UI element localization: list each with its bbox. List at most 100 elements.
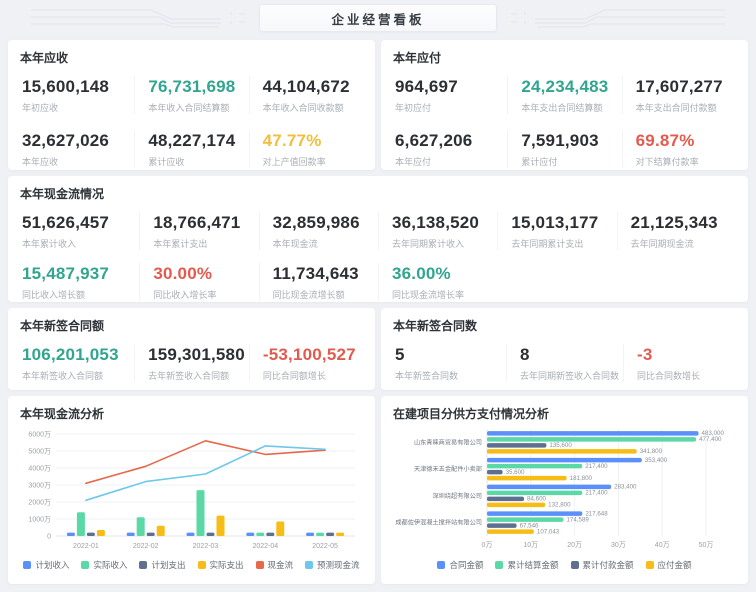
stat: 8 去年同期新签收入合同数 [505,344,623,382]
stat-label: 去年同期新签收入合同数 [519,371,619,381]
stat: 17,607,277 本年支出合同付款额 [621,76,736,114]
card-receivable: 本年应收 15,600,148 年初应收 76,731,698 本年收入合同结算额 … [8,40,375,170]
stat-label: 本年新签收入合同额 [22,371,104,381]
row-receivable-payable: 本年应收 15,600,148 年初应收 76,731,698 本年收入合同结算额 … [8,40,748,170]
legend-item[interactable]: 累计付款金额 [570,559,634,571]
legend-item[interactable]: 实际收入 [81,559,127,571]
stat: 76,731,698 本年收入合同结算额 [134,76,248,114]
stat-label: 年初应收 [22,103,59,113]
card-contract-count-title: 本年新签合同数 [393,319,478,333]
stat-label: 去年新签收入合同额 [148,371,230,381]
svg-text:深圳绕超有限公司: 深圳绕超有限公司 [433,492,483,500]
stat-label: 本年收入合同收款额 [262,103,344,113]
legend-item[interactable]: 应付金额 [645,559,692,571]
card-supplier-chart: 在建项目分供方支付情况分析 0万 10万 20万 30万 40万 50万 山东青睐商贸易有限… [381,396,748,584]
stat: 69.87% 对下结算付款率 [621,130,736,168]
legend-label: 计划收入 [35,560,70,570]
stat-value: 159,301,580 [148,345,245,364]
legend-item[interactable]: 现金流 [255,559,294,571]
svg-text:2000万: 2000万 [28,499,51,507]
stat: 32,859,986 本年现金流 [258,212,378,250]
legend-label: 现金流 [267,560,294,570]
svg-text:0万: 0万 [482,541,493,549]
svg-text:477,400: 477,400 [699,436,722,443]
stat-value: 32,627,026 [22,131,110,150]
stat-label: 本年累计收入 [22,239,77,249]
svg-text:483,000: 483,000 [702,430,725,437]
legend-label: 累计付款金额 [582,560,634,570]
stat-value: 6,627,206 [395,131,473,150]
svg-text:67,546: 67,546 [520,522,539,529]
stat: 30.00% 同比收入增长率 [139,263,258,301]
circuit-decoration-left [31,9,245,28]
card-cashflow-summary: 本年现金流情况 51,626,457 本年累计收入 18,766,471 本年累计支… [8,176,748,302]
row-charts: 本年现金流分析 0 1000万 2000万 3000万 4000万 5000万 6000万 2… [8,396,748,584]
legend-swatch [23,561,32,569]
stat-value: -53,100,527 [262,345,356,364]
stat: -3 同比合同数增长 [623,344,736,382]
legend-item[interactable]: 预测现金流 [305,559,360,571]
stat: 15,013,177 去年同期累计支出 [497,212,616,250]
stat: 24,234,483 本年支出合同结算额 [507,76,621,114]
svg-text:30万: 30万 [611,541,626,549]
page-title: 企业经营看板 [331,12,425,27]
stat-value: 18,766,471 [153,213,241,232]
legend-item[interactable]: 计划收入 [23,559,69,571]
legend-swatch [437,561,446,569]
stat-label: 同比现金流增长率 [392,290,465,300]
cashflow-combo-chart[interactable]: 0 1000万 2000万 3000万 4000万 5000万 6000万 2022-01 20… [20,426,363,552]
svg-text:84,600: 84,600 [527,496,546,503]
svg-text:174,589: 174,589 [566,516,589,523]
legend-swatch [81,561,90,569]
card-payable-title: 本年应付 [393,51,442,65]
svg-text:341,800: 341,800 [640,448,663,455]
svg-text:20万: 20万 [567,541,582,549]
legend-swatch [255,561,264,569]
svg-text:2022-01: 2022-01 [73,543,99,550]
legend-item[interactable]: 计划支出 [139,559,186,571]
svg-text:6000万: 6000万 [28,431,51,439]
stat-label: 同比现金流增长额 [272,290,345,300]
stat-value: 76,731,698 [148,77,236,96]
stat-value: 32,859,986 [272,213,360,232]
stat: 6,627,206 本年应付 [393,130,507,168]
stat-value: -3 [637,345,653,364]
legend-label: 合同金额 [449,560,484,570]
stat: 18,766,471 本年累计支出 [139,212,258,250]
legend-item[interactable]: 合同金额 [437,559,483,571]
svg-text:181,800: 181,800 [570,475,593,482]
cashflow-chart-title: 本年现金流分析 [20,407,105,421]
legend-item[interactable]: 累计结算金额 [495,559,559,571]
stat: 21,125,343 去年同期现金流 [616,212,736,250]
stat-value: 44,104,672 [262,77,350,96]
stat-value: 36,138,520 [392,213,480,232]
stat-label: 本年现金流 [272,239,318,249]
cashflow-stats: 51,626,457 本年累计收入 18,766,471 本年累计支出 32,859… [20,212,736,301]
stat: 51,626,457 本年累计收入 [20,212,139,250]
stat: 15,487,937 同比收入增长额 [20,263,139,301]
svg-text:2022-05: 2022-05 [312,543,338,550]
page-title-box: 企业经营看板 [259,4,497,32]
supplier-payment-chart[interactable]: 0万 10万 20万 30万 40万 50万 山东青睐商贸易有限公司天津德禾五金配件小卖部深… [393,426,736,552]
legend-label: 应付金额 [657,560,692,570]
legend-item[interactable]: 实际支出 [197,559,244,571]
svg-text:40万: 40万 [655,541,670,549]
stat-label: 本年收入合同结算额 [148,103,230,113]
svg-text:353,400: 353,400 [645,457,668,464]
svg-text:2022-04: 2022-04 [252,543,278,550]
stat-label: 本年累计支出 [153,239,208,249]
stat-label: 去年同期现金流 [630,239,694,249]
stat-label: 本年新签合同数 [395,371,459,381]
legend-label: 计划支出 [151,560,186,570]
supplier-chart-title: 在建项目分供方支付情况分析 [393,407,550,421]
svg-text:3000万: 3000万 [28,482,51,490]
stat: 106,201,053 本年新签收入合同额 [20,344,134,382]
circuit-decoration-right [511,9,725,28]
card-contract-amount-title: 本年新签合同额 [20,319,105,333]
svg-text:山东青睐商贸易有限公司: 山东青睐商贸易有限公司 [414,438,482,446]
legend-label: 累计结算金额 [507,560,559,570]
svg-text:5000万: 5000万 [28,448,51,456]
stat-value: 24,234,483 [521,77,609,96]
card-contract-amount: 本年新签合同额 106,201,053 本年新签收入合同额 159,301,580… [8,308,375,390]
legend-swatch [570,561,579,569]
